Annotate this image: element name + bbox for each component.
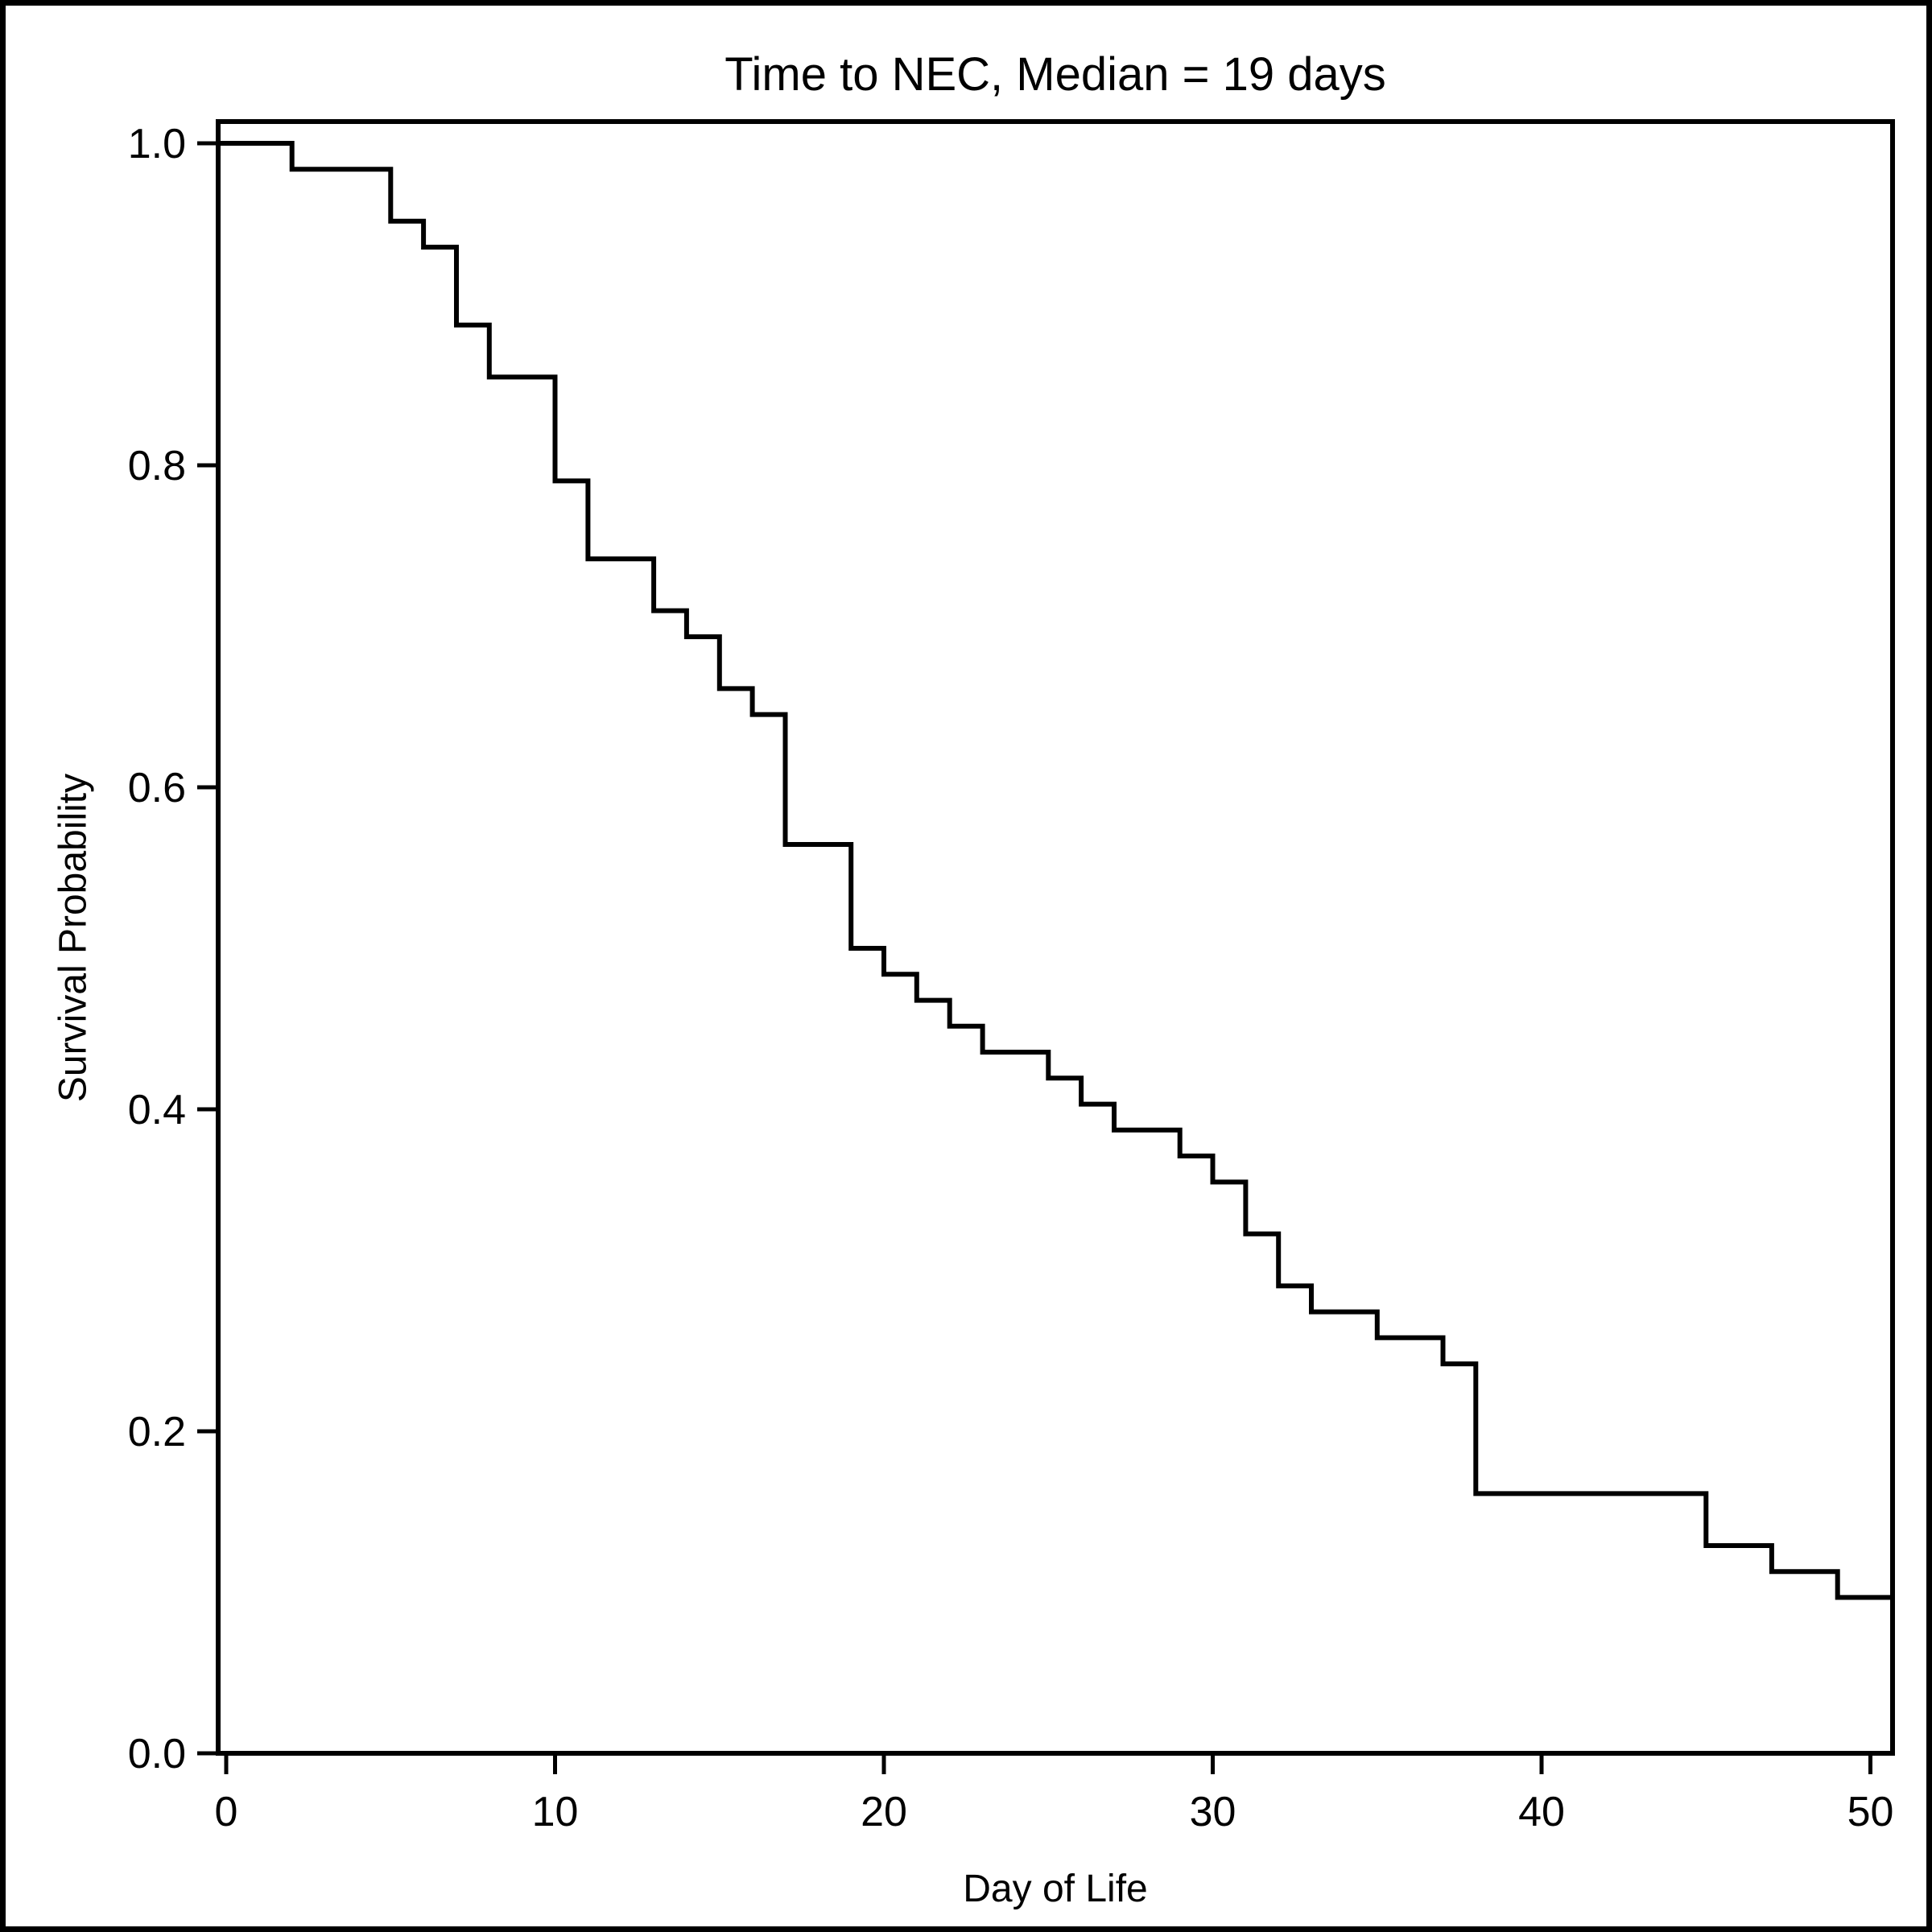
x-tick-label: 50 [1847,1789,1894,1835]
survival-step-chart: 1.0 0.8 0.6 0.4 0.2 0.0 0 10 20 30 40 50 [128,119,1895,1835]
x-tick-label: 20 [861,1789,907,1835]
x-tick-label: 30 [1190,1789,1236,1835]
y-tick-label: 1.0 [128,121,186,167]
plot-box [216,119,1895,1756]
kaplan-meier-step-line [221,141,1890,1600]
x-axis-title: Day of Life [963,1868,1148,1910]
chart-title: Time to NEC, Median = 19 days [724,48,1386,101]
y-tick-label: 0.0 [128,1731,186,1777]
y-tick-label: 0.2 [128,1409,186,1455]
y-tick-label: 0.4 [128,1087,186,1133]
axis-tick-labels: 1.0 0.8 0.6 0.4 0.2 0.0 0 10 20 30 40 50 [128,121,1894,1835]
plot-area-border [216,119,1895,1756]
y-tick-label: 0.8 [128,443,186,489]
x-tick-label: 40 [1518,1789,1565,1835]
y-tick-label: 0.6 [128,765,186,811]
x-tick-label: 10 [532,1789,579,1835]
survival-curve [221,141,1890,1600]
axis-ticks [197,141,1872,1774]
x-tick-label: 0 [215,1789,238,1835]
